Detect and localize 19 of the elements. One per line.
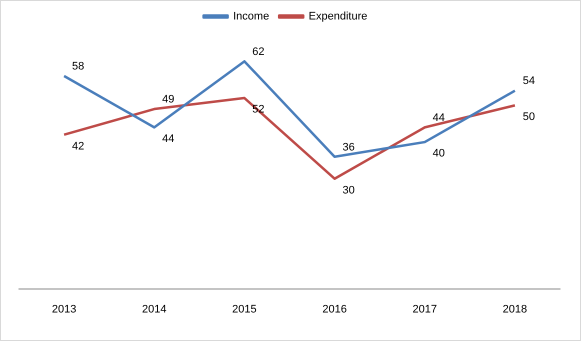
data-label: 44 [432, 112, 445, 124]
data-label: 50 [522, 110, 536, 123]
x-tick-label: 2016 [322, 303, 347, 316]
data-label: 42 [72, 140, 84, 152]
data-label: 54 [522, 75, 536, 88]
data-label: 49 [162, 94, 174, 106]
legend-label: Expenditure [308, 10, 368, 23]
x-tick-label: 2015 [232, 303, 257, 316]
data-label: 44 [162, 132, 174, 145]
data-label: 58 [72, 60, 84, 73]
x-tick-label: 2017 [412, 303, 437, 316]
data-label: 40 [432, 148, 445, 160]
data-label: 36 [342, 141, 355, 154]
x-tick-label: 2018 [502, 303, 528, 316]
x-tick-label: 2014 [142, 303, 166, 316]
data-label: 62 [252, 46, 265, 58]
data-label: 30 [342, 184, 355, 196]
x-tick-label: 2013 [52, 303, 76, 316]
legend-label: Income [233, 10, 270, 23]
